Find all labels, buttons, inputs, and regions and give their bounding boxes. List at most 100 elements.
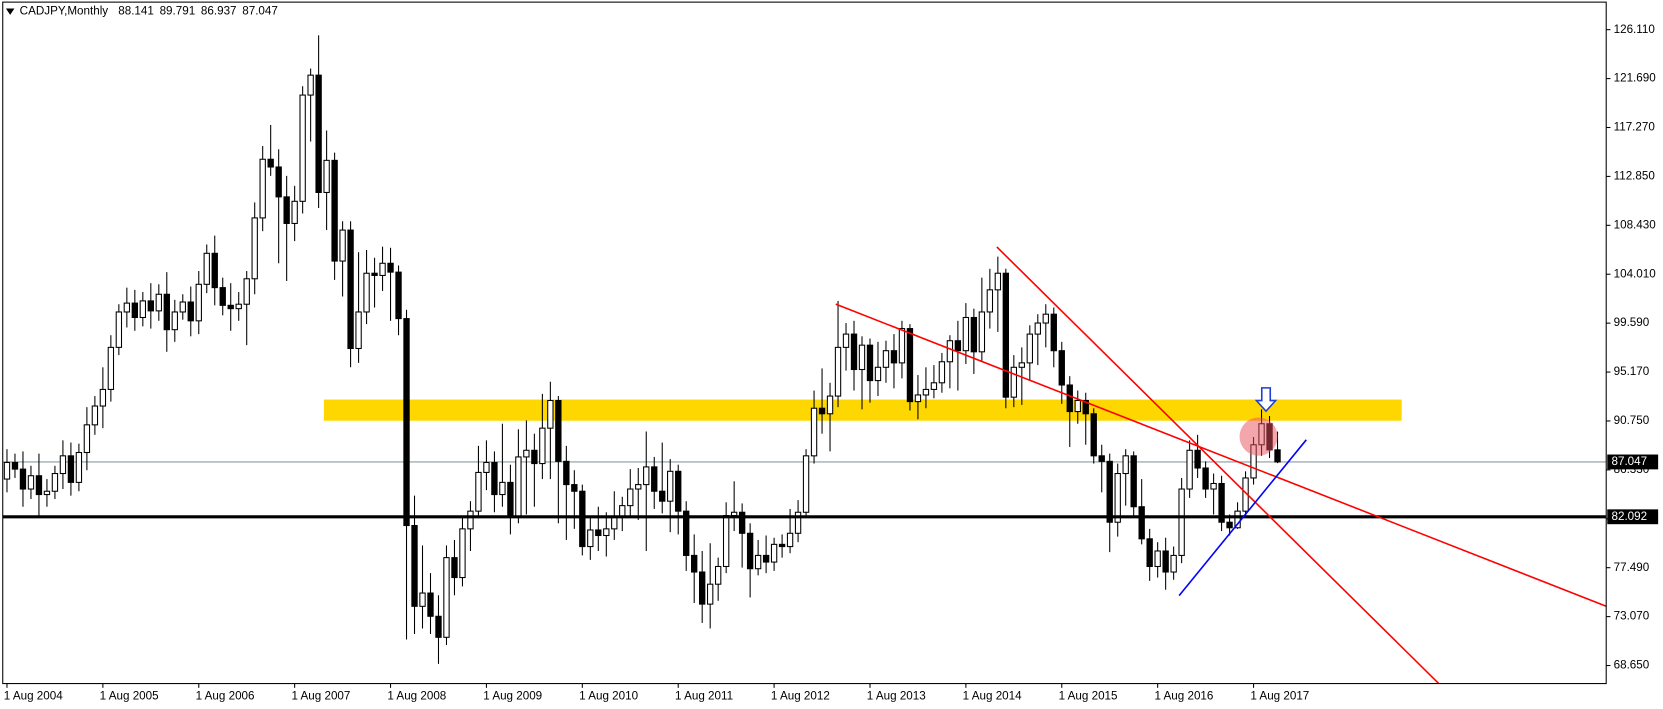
x-tick-label: 1 Aug 2011 bbox=[675, 689, 733, 702]
x-tick-label: 1 Aug 2008 bbox=[387, 689, 446, 702]
candle-body bbox=[946, 340, 954, 363]
level-label-box bbox=[1607, 509, 1659, 525]
candle-body bbox=[27, 475, 35, 490]
y-tick-label: 121.690 bbox=[1614, 72, 1657, 85]
candle-body bbox=[587, 529, 594, 548]
candle-body bbox=[411, 525, 418, 607]
candle-body bbox=[435, 615, 442, 638]
candle-body bbox=[211, 252, 218, 289]
candle-body bbox=[555, 399, 562, 462]
candle-body bbox=[251, 217, 258, 280]
y-tick-label: 68.650 bbox=[1614, 659, 1650, 672]
x-tick-label: 1 Aug 2010 bbox=[579, 689, 638, 702]
candle-body bbox=[1210, 482, 1217, 490]
candle-body bbox=[83, 424, 91, 454]
candle-body bbox=[507, 481, 514, 518]
candle-body bbox=[1002, 272, 1010, 398]
candle-body bbox=[1186, 449, 1193, 490]
candle-body bbox=[403, 318, 410, 527]
candle-body bbox=[794, 511, 802, 534]
candle-body bbox=[683, 510, 690, 556]
candle-body bbox=[1098, 455, 1105, 462]
candle-body bbox=[35, 475, 43, 496]
candle-body bbox=[962, 316, 970, 352]
x-tick-label: 1 Aug 2014 bbox=[963, 689, 1022, 702]
level-label: 82.092 bbox=[1612, 510, 1648, 523]
candle-body bbox=[387, 262, 394, 273]
candle-body bbox=[635, 484, 642, 490]
candle-body bbox=[1122, 455, 1129, 475]
candle-body bbox=[1090, 413, 1097, 457]
candle-body bbox=[890, 350, 898, 364]
candle-body bbox=[259, 158, 266, 219]
candle-body bbox=[1114, 473, 1121, 523]
candle-body bbox=[834, 346, 842, 397]
candle-body bbox=[219, 287, 226, 306]
candle-body bbox=[491, 461, 498, 496]
candle-body bbox=[866, 344, 874, 382]
axes: 126.110 121.690 117.270 112.850 108.430 104.0… bbox=[2, 23, 1657, 702]
candle-body bbox=[595, 529, 602, 537]
y-tick-label: 104.010 bbox=[1614, 267, 1657, 280]
price-labels: 87.047 82.092 bbox=[1607, 454, 1659, 525]
candle-body bbox=[427, 592, 434, 617]
candle-body bbox=[730, 511, 738, 517]
candle-body bbox=[954, 340, 962, 352]
candle-body bbox=[195, 283, 202, 322]
candle-body bbox=[850, 333, 858, 371]
y-tick-label: 126.110 bbox=[1614, 23, 1656, 36]
trend-line bbox=[835, 303, 1607, 607]
candle-body bbox=[107, 346, 115, 390]
candle-body bbox=[315, 74, 322, 193]
candle-body bbox=[515, 456, 522, 518]
candle-body bbox=[91, 405, 99, 426]
candle-body bbox=[1066, 384, 1073, 413]
y-tick-label: 77.490 bbox=[1614, 561, 1650, 574]
candle-body bbox=[291, 200, 298, 224]
candle-body bbox=[1274, 449, 1281, 463]
candle-body bbox=[994, 272, 1002, 291]
y-tick-label: 95.170 bbox=[1614, 365, 1650, 378]
candle-body bbox=[786, 532, 794, 548]
x-tick-label: 1 Aug 2016 bbox=[1154, 689, 1213, 702]
candle-body bbox=[1226, 521, 1233, 529]
candle-body bbox=[882, 350, 890, 368]
candle-body bbox=[699, 571, 706, 605]
y-tick-label: 108.430 bbox=[1614, 218, 1657, 231]
candle-body bbox=[3, 461, 11, 480]
candle-body bbox=[874, 366, 882, 382]
candle-body bbox=[714, 565, 722, 585]
candle-body bbox=[1074, 399, 1081, 413]
candle-body bbox=[347, 229, 354, 350]
candle-body bbox=[563, 460, 570, 486]
x-tick-label: 1 Aug 2004 bbox=[4, 689, 63, 702]
candle-body bbox=[43, 490, 51, 496]
candle-body bbox=[611, 516, 618, 530]
candle-body bbox=[603, 528, 610, 537]
candle-body bbox=[459, 528, 466, 579]
plot-frame bbox=[2, 1, 1607, 685]
candle-body bbox=[339, 229, 346, 262]
symbol-title: CADJPY,Monthly bbox=[20, 5, 109, 18]
candle-body bbox=[667, 470, 674, 502]
candle-body bbox=[419, 592, 426, 607]
candle-body bbox=[187, 301, 194, 322]
x-tick-label: 1 Aug 2015 bbox=[1059, 689, 1118, 702]
bid-label-box bbox=[1607, 454, 1659, 470]
candle-body bbox=[363, 272, 370, 313]
candle-body bbox=[1138, 506, 1145, 540]
candle-body bbox=[802, 455, 810, 513]
candle-body bbox=[746, 532, 754, 570]
candle-body bbox=[1178, 488, 1185, 556]
x-tick-label: 1 Aug 2006 bbox=[196, 689, 255, 702]
candle-body bbox=[930, 382, 938, 390]
candle-body bbox=[1162, 550, 1169, 573]
candle-body bbox=[243, 278, 250, 305]
header-low: 86.937 bbox=[201, 5, 237, 18]
candle-body bbox=[1034, 322, 1041, 335]
candle-body bbox=[906, 328, 914, 403]
candle-body bbox=[1050, 313, 1057, 352]
candle-body bbox=[275, 166, 282, 198]
candle-body bbox=[579, 490, 586, 548]
header-close: 87.047 bbox=[242, 5, 278, 18]
